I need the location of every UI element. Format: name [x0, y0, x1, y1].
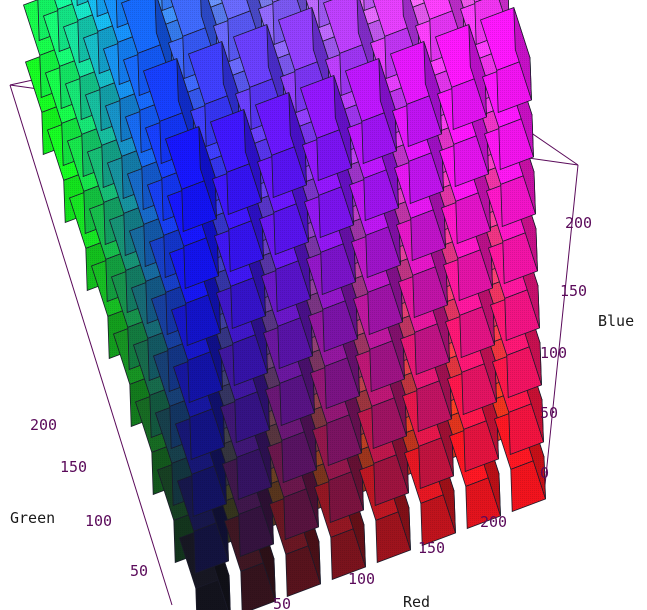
- red-axis: 50 100 150 200 Red: [273, 513, 507, 610]
- cube-face-texture: [468, 24, 487, 117]
- red-tick: 200: [480, 513, 507, 531]
- cube-face-texture: [198, 126, 217, 219]
- cube-face-texture: [378, 58, 397, 151]
- cube-face-texture: [246, 0, 263, 49]
- blue-axis-label: Blue: [598, 312, 634, 330]
- color-cube: [210, 108, 262, 216]
- red-tick: 50: [273, 595, 291, 610]
- cube-face-texture: [311, 7, 330, 100]
- cube-face-texture: [333, 75, 352, 168]
- green-tick: 100: [85, 512, 112, 530]
- color-cube: [480, 6, 532, 114]
- blue-tick: 0: [540, 464, 549, 482]
- color-cube: [390, 40, 442, 148]
- cube-face-texture: [266, 24, 285, 117]
- cube-face-texture: [176, 58, 195, 151]
- color-cube: [165, 125, 217, 233]
- cube-face-texture: [513, 7, 532, 100]
- green-tick: 150: [60, 458, 87, 476]
- blue-tick: 100: [540, 344, 567, 362]
- red-axis-label: Red: [403, 593, 430, 610]
- green-tick: 50: [130, 562, 148, 580]
- color-cube: [435, 23, 487, 131]
- cube-grid: [23, 0, 546, 610]
- cube-face-texture: [221, 41, 240, 134]
- color-cube: [255, 91, 307, 199]
- cube-face-texture: [423, 41, 442, 134]
- cube-face-texture: [288, 92, 307, 185]
- green-tick: 200: [30, 416, 57, 434]
- blue-tick: 150: [560, 282, 587, 300]
- green-axis-label: Green: [10, 509, 55, 527]
- blue-tick: 50: [540, 404, 558, 422]
- red-tick: 100: [348, 570, 375, 588]
- red-tick: 150: [418, 539, 445, 557]
- cube-face-texture: [243, 109, 262, 202]
- blue-tick: 200: [565, 214, 592, 232]
- color-cube: [345, 57, 397, 165]
- blue-axis: 0 50 100 150 200 Blue: [540, 214, 634, 482]
- color-cube: [300, 74, 352, 182]
- color-cube: [398, 268, 450, 376]
- green-axis: 50 100 150 200 Green: [10, 416, 148, 580]
